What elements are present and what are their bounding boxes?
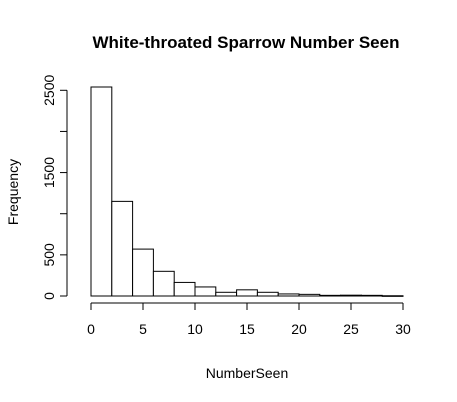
histogram-bar-0-2 [90, 86, 113, 297]
x-axis-label: NumberSeen [206, 365, 289, 381]
histogram-bar-4-6 [132, 248, 154, 297]
chart-title: White-throated Sparrow Number Seen [93, 33, 400, 52]
y-tick-label-0: 0 [41, 292, 57, 300]
y-tick-label-2500: 2500 [41, 75, 57, 106]
x-tick-label-30: 30 [395, 321, 411, 337]
histogram-bar-2-4 [111, 200, 134, 297]
x-tick-label-25: 25 [343, 321, 359, 337]
histogram-bar-22-24 [319, 294, 342, 297]
x-tick-label-5: 5 [139, 321, 147, 337]
histogram-bar-10-12 [194, 286, 217, 297]
y-tick-label-500: 500 [41, 243, 57, 267]
histogram-bar-6-8 [152, 270, 175, 297]
histogram-bar-18-20 [277, 293, 300, 297]
x-tick-label-0: 0 [87, 321, 95, 337]
histogram-bar-8-10 [173, 281, 196, 297]
y-axis-label: Frequency [5, 159, 21, 225]
bars-group [90, 86, 404, 297]
histogram-bar-12-14 [215, 291, 238, 297]
x-axis: 0 5 10 15 20 25 30 [87, 302, 411, 337]
histogram-bar-16-18 [256, 291, 279, 297]
histogram-bar-20-22 [298, 293, 321, 297]
x-tick-label-20: 20 [291, 321, 307, 337]
histogram-bar-14-16 [236, 289, 258, 297]
y-axis: 0 500 1500 2500 [41, 75, 68, 300]
histogram-bar-26-28 [360, 294, 383, 297]
x-tick-label-15: 15 [239, 321, 255, 337]
histogram-bar-24-26 [340, 294, 362, 297]
histogram-bar-28-30 [381, 295, 404, 297]
y-tick-label-1500: 1500 [41, 157, 57, 188]
x-tick-label-10: 10 [187, 321, 203, 337]
